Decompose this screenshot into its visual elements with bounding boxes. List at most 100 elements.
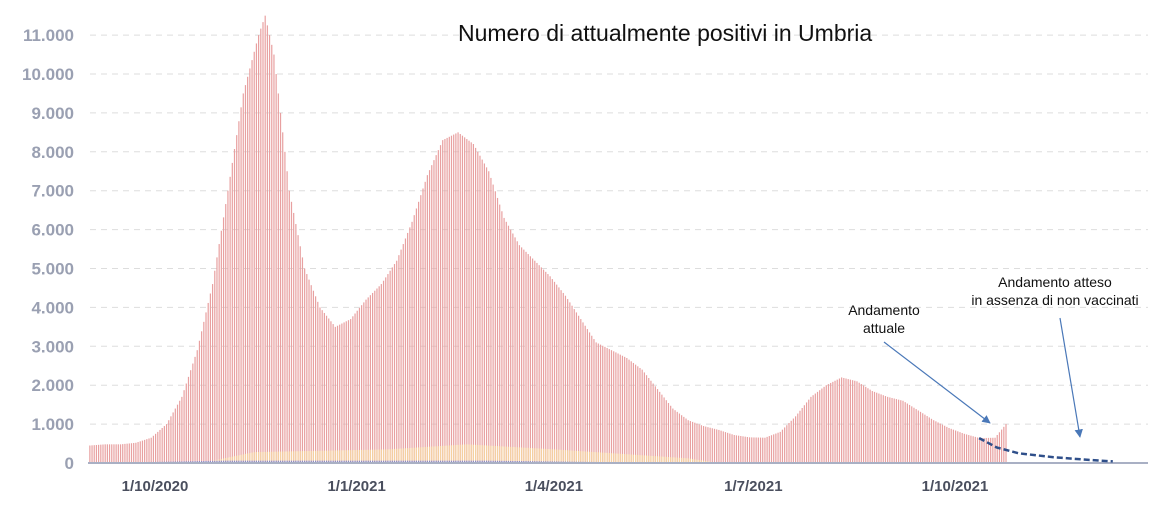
bar [961,432,963,463]
bar [268,35,271,463]
bar [466,460,468,463]
bar [115,444,117,463]
bar [363,302,365,463]
bar [365,449,367,463]
bar [354,450,356,463]
bar [635,454,637,463]
bar [718,429,720,463]
bar [205,312,207,463]
bar [304,268,306,463]
bar [306,460,308,463]
bar [218,244,220,463]
bar [396,460,398,463]
bar [459,134,461,463]
bar [845,378,847,463]
bar [851,380,854,463]
bar [871,391,873,463]
bar [255,43,258,463]
bar [499,204,501,463]
bar [683,416,685,463]
bar [569,450,571,463]
bar [122,444,124,463]
bar [496,446,499,463]
bar [475,444,477,463]
bar [286,171,288,463]
bar [485,445,488,463]
bar [795,416,797,463]
bar [343,322,345,463]
bar [439,446,442,463]
bar [733,434,735,463]
bar [948,427,950,463]
bar [1001,429,1003,463]
bar [275,74,277,463]
bar [521,247,523,463]
bar [301,460,304,463]
bar [418,447,420,463]
bar [676,411,678,463]
bar [339,324,341,463]
bar [396,260,398,463]
bar [562,292,564,463]
bar [652,383,654,463]
bar [295,460,297,463]
bar [293,451,295,463]
bar [479,155,481,463]
bar [400,448,402,463]
bar [865,386,867,463]
bar [694,459,696,463]
bar [507,446,510,463]
bar [635,364,637,463]
bar [575,312,578,463]
bar [630,454,632,463]
bar [479,460,481,463]
bar [455,133,457,463]
bar [174,408,176,463]
bar [819,390,821,463]
bar [922,413,924,463]
bar [547,449,549,463]
bar [676,457,678,463]
bar [207,460,209,463]
bar [867,388,869,463]
bar [295,224,297,463]
bar [470,444,472,463]
bar [297,451,299,463]
bar [650,380,652,463]
bar [336,460,339,463]
annotation-arrow [883,341,991,424]
bar [244,460,247,463]
bar [613,453,615,463]
bar [214,460,216,463]
bar [424,460,426,463]
bar [878,393,880,463]
bar [558,449,560,463]
bar [312,450,315,463]
bar [426,460,428,463]
x-tick-label: 1/4/2021 [525,478,583,495]
bar [365,299,367,463]
bar [282,132,284,463]
bar [639,367,641,463]
bar [523,447,525,463]
bar [113,444,115,463]
bar [404,448,407,463]
bar [580,319,582,463]
bar [862,385,865,463]
bar [374,460,376,463]
bar [464,444,466,463]
bar [985,437,987,463]
bar [665,456,667,463]
bar [939,423,941,463]
bar [578,315,580,463]
bar [678,413,681,463]
bar [371,449,374,463]
bar [176,404,179,463]
bar [343,460,345,463]
bar [402,448,404,463]
bar [556,449,558,463]
bar [472,444,475,463]
bar [426,175,428,463]
bar [150,437,152,463]
bar [968,435,970,463]
